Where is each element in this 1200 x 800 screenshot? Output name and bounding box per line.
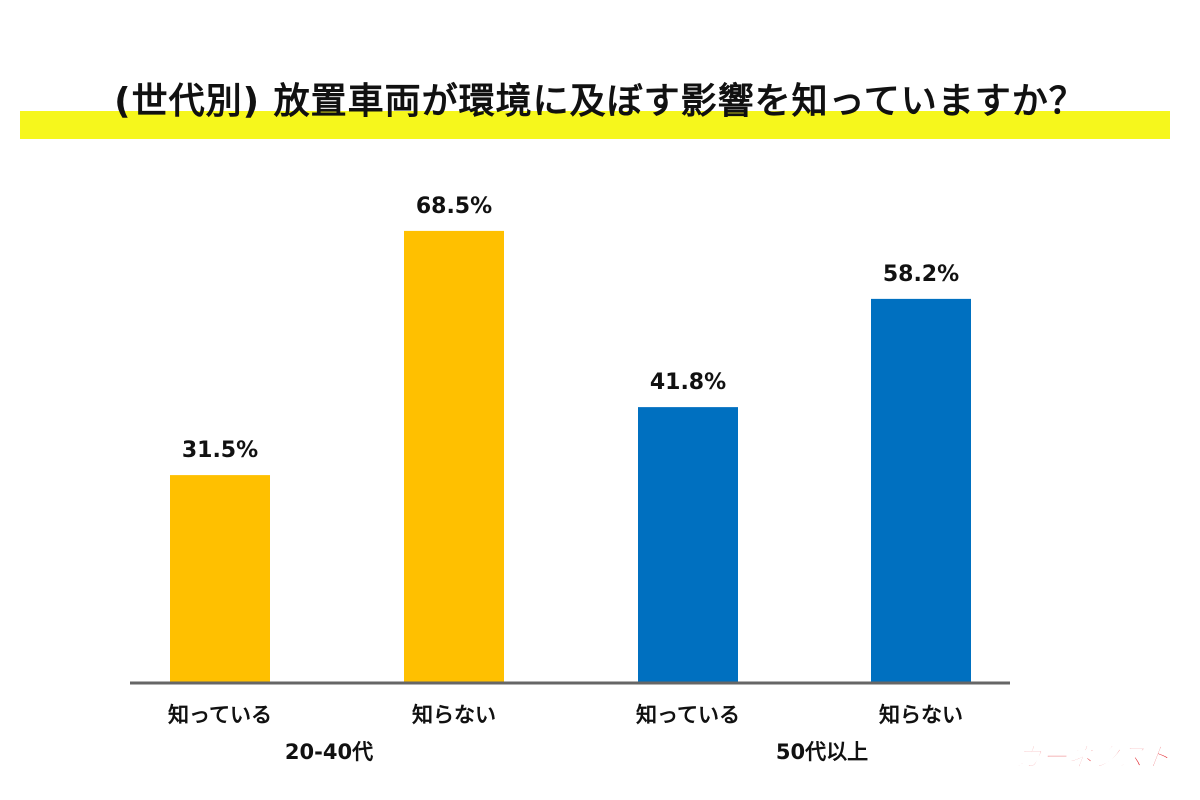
title-area: (世代別) 放置車両が環境に及ぼす影響を知っていますか？: [0, 0, 1200, 150]
bar-1-1: [170, 475, 270, 683]
brand-logo: カーネクスト: [1018, 742, 1173, 773]
category-label: 知らない: [879, 703, 963, 727]
group-label: 20-40代: [285, 740, 373, 764]
bar-2-2: [871, 298, 971, 683]
title-highlight-bar: [20, 111, 1170, 139]
data-label: 31.5%: [182, 438, 258, 463]
category-label: 知っている: [168, 703, 272, 727]
group-label: 50代以上: [776, 740, 868, 764]
bar-1-2: [404, 230, 504, 683]
data-label: 68.5%: [416, 194, 492, 219]
category-label: 知っている: [636, 703, 740, 727]
data-label: 41.8%: [650, 370, 726, 395]
chart-title: (世代別) 放置車両が環境に及ぼす影響を知っていますか？: [114, 81, 1086, 122]
brand-logo-text: カーネクスト: [1018, 742, 1173, 772]
category-label: 知らない: [412, 703, 496, 727]
data-label: 58.2%: [883, 262, 959, 287]
bar-2-1: [638, 407, 738, 683]
